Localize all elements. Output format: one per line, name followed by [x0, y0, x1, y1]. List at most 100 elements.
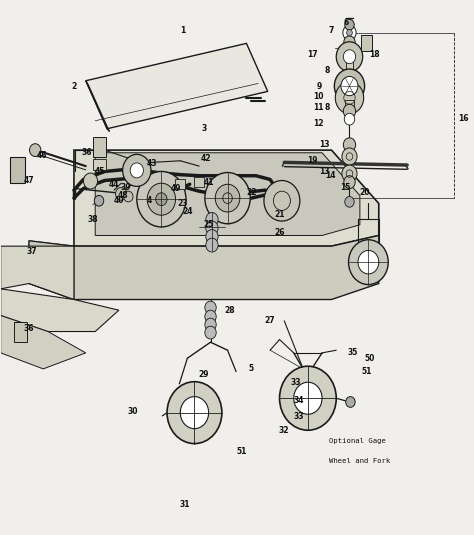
Text: 35: 35: [347, 348, 358, 357]
Circle shape: [156, 193, 167, 205]
Text: 9: 9: [317, 81, 322, 90]
Circle shape: [346, 396, 355, 407]
Text: 44: 44: [109, 180, 119, 189]
Circle shape: [205, 172, 250, 224]
Text: 8: 8: [324, 103, 329, 112]
Text: 46: 46: [37, 151, 47, 160]
Circle shape: [342, 165, 357, 182]
Text: 19: 19: [307, 156, 318, 165]
Circle shape: [280, 366, 336, 430]
Circle shape: [206, 221, 218, 235]
Text: 40: 40: [114, 196, 124, 205]
Circle shape: [29, 144, 41, 157]
Circle shape: [206, 230, 218, 243]
Circle shape: [346, 29, 352, 36]
Text: 11: 11: [313, 103, 324, 112]
Circle shape: [343, 104, 356, 118]
Text: 41: 41: [203, 178, 214, 187]
Circle shape: [294, 382, 322, 414]
Text: 23: 23: [177, 199, 188, 208]
Text: 47: 47: [24, 176, 34, 185]
Circle shape: [147, 183, 175, 215]
Circle shape: [206, 212, 218, 226]
Text: 12: 12: [313, 119, 324, 128]
FancyBboxPatch shape: [93, 137, 106, 157]
FancyBboxPatch shape: [14, 322, 27, 342]
Circle shape: [343, 138, 356, 152]
Text: 32: 32: [279, 426, 290, 435]
Circle shape: [344, 175, 355, 188]
Circle shape: [345, 196, 354, 207]
Polygon shape: [74, 150, 379, 246]
FancyBboxPatch shape: [345, 100, 354, 108]
Circle shape: [83, 173, 98, 189]
Text: 37: 37: [26, 247, 36, 256]
Text: 4: 4: [147, 196, 152, 205]
Polygon shape: [29, 241, 74, 300]
Circle shape: [335, 82, 364, 114]
Circle shape: [116, 187, 127, 200]
FancyBboxPatch shape: [361, 35, 372, 51]
Circle shape: [334, 69, 365, 103]
Circle shape: [180, 396, 209, 429]
Text: 22: 22: [246, 188, 256, 197]
Text: Wheel and Fork: Wheel and Fork: [329, 458, 391, 464]
Text: 42: 42: [201, 154, 211, 163]
Polygon shape: [86, 43, 268, 129]
Text: 24: 24: [182, 207, 192, 216]
Polygon shape: [0, 246, 74, 300]
Text: 5: 5: [249, 364, 254, 373]
Circle shape: [344, 113, 355, 125]
Text: 48: 48: [118, 191, 128, 200]
Circle shape: [348, 240, 388, 285]
Circle shape: [137, 171, 186, 227]
Circle shape: [358, 250, 379, 274]
Text: 51: 51: [362, 367, 372, 376]
Circle shape: [130, 163, 144, 178]
Text: 8: 8: [324, 66, 329, 74]
Circle shape: [124, 191, 133, 202]
Text: 18: 18: [369, 50, 379, 58]
Text: 39: 39: [121, 183, 131, 192]
Text: 50: 50: [364, 354, 374, 363]
Text: 14: 14: [325, 171, 336, 180]
Text: 27: 27: [265, 316, 275, 325]
Circle shape: [343, 25, 356, 40]
Text: Optional Gage: Optional Gage: [329, 438, 386, 444]
Circle shape: [94, 195, 104, 206]
Circle shape: [344, 36, 355, 49]
Circle shape: [206, 238, 218, 252]
Circle shape: [343, 50, 356, 64]
Text: 13: 13: [319, 140, 330, 149]
Polygon shape: [95, 153, 360, 235]
Polygon shape: [29, 235, 379, 300]
Circle shape: [341, 77, 358, 96]
Text: 51: 51: [237, 447, 247, 456]
Text: 13: 13: [319, 167, 330, 176]
Polygon shape: [86, 81, 109, 132]
Text: 36: 36: [24, 324, 34, 333]
Circle shape: [123, 155, 151, 186]
Polygon shape: [0, 289, 119, 332]
Text: 3: 3: [201, 124, 207, 133]
Text: 6: 6: [343, 18, 348, 27]
Circle shape: [205, 301, 216, 314]
Text: 28: 28: [225, 305, 235, 315]
Circle shape: [205, 326, 216, 339]
Circle shape: [205, 318, 216, 331]
Text: 49: 49: [170, 184, 181, 193]
Text: 21: 21: [274, 210, 285, 219]
Text: 1: 1: [180, 26, 185, 35]
Text: 17: 17: [307, 50, 318, 58]
Circle shape: [336, 42, 363, 72]
Circle shape: [167, 381, 222, 444]
Circle shape: [342, 148, 357, 165]
Circle shape: [264, 180, 300, 221]
Text: 29: 29: [199, 370, 209, 379]
Text: 16: 16: [459, 113, 469, 123]
Circle shape: [215, 184, 240, 212]
Text: 7: 7: [329, 26, 334, 35]
FancyBboxPatch shape: [346, 60, 353, 74]
FancyBboxPatch shape: [194, 177, 204, 187]
Text: 33: 33: [291, 378, 301, 387]
